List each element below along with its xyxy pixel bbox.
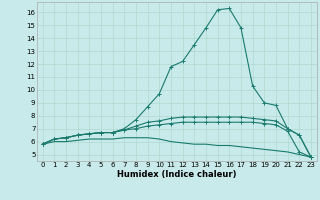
X-axis label: Humidex (Indice chaleur): Humidex (Indice chaleur) bbox=[117, 170, 236, 179]
